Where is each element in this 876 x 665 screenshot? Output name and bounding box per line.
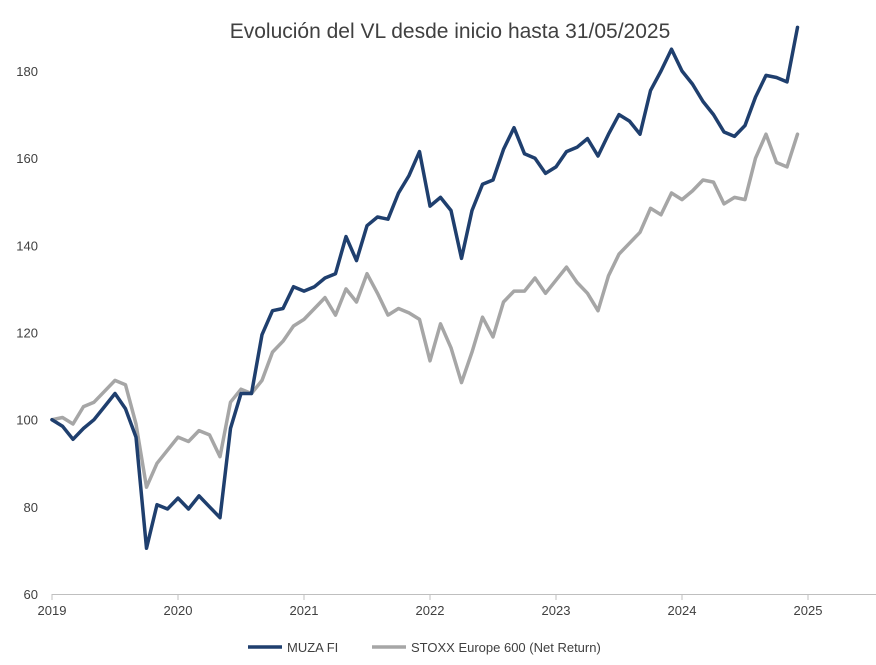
legend-label-muza: MUZA FI [287,640,338,655]
y-tick-label: 120 [16,326,38,341]
series-line-stoxx [50,132,800,489]
legend: MUZA FI STOXX Europe 600 (Net Return) [248,640,601,655]
y-tick-label: 80 [24,500,38,515]
x-tick-label: 2023 [542,603,571,618]
series-line-muza [50,25,800,550]
legend-label-stoxx: STOXX Europe 600 (Net Return) [411,640,601,655]
y-tick-label: 60 [24,587,38,602]
y-tick-label: 140 [16,238,38,253]
y-tick-label: 100 [16,413,38,428]
x-axis: 2019 2020 2021 2022 2023 2024 2025 [38,594,823,618]
x-tick-label: 2020 [164,603,193,618]
x-tick-label: 2022 [416,603,445,618]
chart-title: Evolución del VL desde inicio hasta 31/0… [230,20,671,43]
x-tick-label: 2024 [668,603,697,618]
y-axis: 60 80 100 120 140 160 180 [16,64,38,602]
x-tick-label: 2025 [794,603,823,618]
x-tick-label: 2019 [38,603,67,618]
series-group [50,25,800,550]
x-tick-label: 2021 [290,603,319,618]
y-tick-label: 180 [16,64,38,79]
y-tick-label: 160 [16,151,38,166]
